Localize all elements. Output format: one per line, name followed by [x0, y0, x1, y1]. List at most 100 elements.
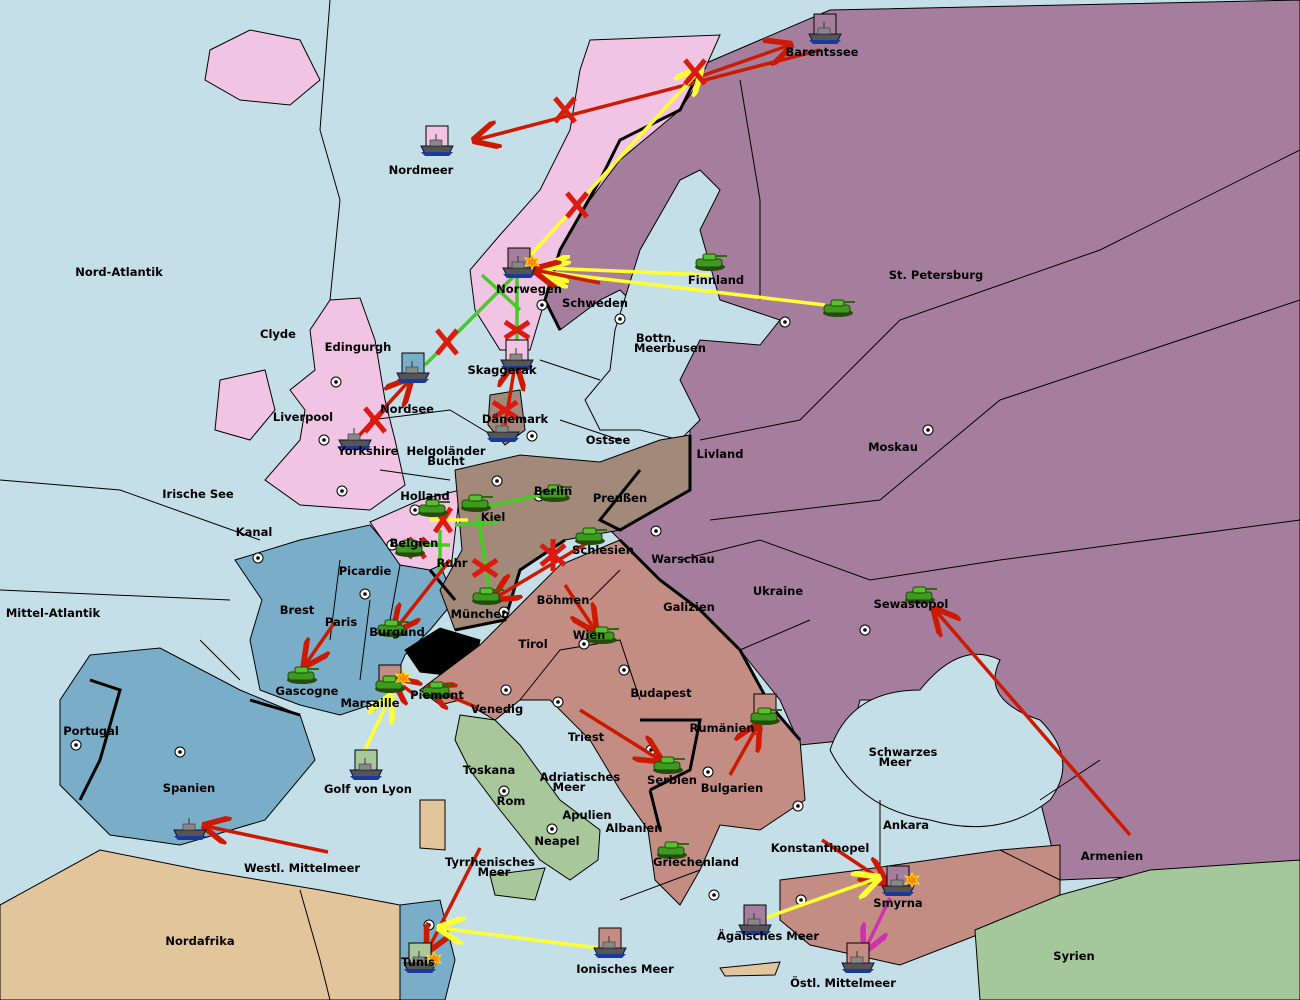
- label-barentssee: Barentssee: [786, 45, 859, 59]
- fleet-tunis: [403, 942, 442, 974]
- fleet-golf-von-lyon: [349, 749, 383, 781]
- sicily: [489, 867, 546, 901]
- label-piemont: Piemont: [410, 688, 464, 702]
- label-nordsee: Nordsee: [380, 402, 434, 416]
- label-ukraine: Ukraine: [753, 584, 804, 598]
- fleet-barentssee: [808, 13, 842, 45]
- label-boehmen: Böhmen: [537, 593, 590, 607]
- order-move: [579, 708, 660, 760]
- label-skaggerak: Skaggerak: [467, 363, 536, 377]
- fleet-norwegen: [502, 247, 540, 279]
- label-neapel: Neapel: [534, 834, 579, 848]
- failed-order-marks: [363, 58, 707, 579]
- label-kiel: Kiel: [481, 510, 506, 524]
- crete: [719, 961, 781, 977]
- label-berlin: Berlin: [534, 484, 572, 498]
- italy-territory[interactable]: [454, 714, 601, 881]
- label-warschau: Warschau: [651, 552, 715, 566]
- fleet-oestl-mittelmeer: [841, 942, 875, 974]
- units[interactable]: [173, 13, 938, 974]
- label-nordmeer: Nordmeer: [389, 163, 454, 177]
- label-syrien: Syrien: [1053, 949, 1094, 963]
- fleet-skaggerak: [500, 339, 534, 371]
- orders: [205, 45, 1132, 950]
- label-gascogne: Gascogne: [276, 684, 339, 698]
- britain-territory[interactable]: [264, 297, 406, 511]
- order-support: [363, 697, 390, 751]
- label-tyrrhenisches-meer: Meer: [478, 865, 511, 879]
- label-bucht: Bucht: [427, 454, 465, 468]
- order-move: [495, 538, 593, 598]
- gulf-of-bothnia: [584, 169, 781, 441]
- label-schwarzes-meer: Meer: [879, 755, 912, 769]
- label-tyrrhenisches: Tyrrhenisches: [445, 855, 535, 869]
- army-marsaille: [374, 664, 411, 694]
- label-livland: Livland: [697, 447, 744, 461]
- region-labels: Barentssee Nordmeer Nord-Atlantik Norweg…: [6, 45, 1143, 990]
- label-preussen: Preußen: [593, 491, 647, 505]
- iberia-territory[interactable]: [59, 647, 316, 846]
- label-ankara: Ankara: [883, 818, 929, 832]
- label-budapest: Budapest: [630, 686, 692, 700]
- label-mittel-atlantik: Mittel-Atlantik: [6, 606, 101, 620]
- ireland: [214, 369, 276, 441]
- order-support: [526, 70, 700, 260]
- black-sea: [829, 653, 1064, 828]
- label-venedig: Venedig: [471, 702, 523, 716]
- label-schwarzes: Schwarzes: [869, 745, 938, 759]
- label-konstantinopel: Konstantinopel: [771, 841, 870, 855]
- fleet-aegaeisches-meer: [738, 904, 772, 936]
- label-st-petersburg: St. Petersburg: [889, 268, 984, 282]
- label-westl-mittelmeer: Westl. Mittelmeer: [244, 861, 360, 875]
- order-support: [764, 878, 878, 920]
- order-support: [545, 268, 711, 275]
- label-rumaenien: Rumänien: [690, 721, 755, 735]
- north-africa-territory[interactable]: [0, 849, 401, 1000]
- order-move: [728, 725, 758, 776]
- order-move: [689, 45, 790, 82]
- order-move: [305, 620, 337, 665]
- label-irische-see: Irische See: [162, 487, 234, 501]
- label-finnland: Finnland: [688, 273, 744, 287]
- label-nordafrika: Nordafrika: [165, 934, 234, 948]
- order-retreat: [865, 897, 892, 950]
- label-yorkshire: Yorkshire: [337, 444, 399, 458]
- army-rumaenien: [749, 693, 783, 726]
- fleet-ionisches-meer: [593, 927, 627, 959]
- order-move: [205, 826, 329, 854]
- label-nord-atlantik: Nord-Atlantik: [75, 265, 163, 279]
- fleet-nordmeer: [420, 125, 454, 157]
- label-apulien: Apulien: [562, 808, 611, 822]
- label-moskau: Moskau: [868, 440, 918, 454]
- syria-territory[interactable]: [974, 859, 1300, 1000]
- label-albanien: Albanien: [606, 821, 663, 835]
- order-support: [440, 928, 599, 950]
- order-move: [563, 584, 595, 630]
- label-adriatisches-meer: Meer: [553, 780, 586, 794]
- label-paris: Paris: [325, 615, 357, 629]
- label-ruhr: Ruhr: [437, 556, 468, 570]
- label-picardie: Picardie: [339, 564, 392, 578]
- label-tirol: Tirol: [518, 637, 547, 651]
- label-clyde: Clyde: [260, 327, 296, 341]
- label-daenemark: Dänemark: [482, 412, 549, 426]
- order-support: [545, 272, 826, 307]
- label-sewastopol: Sewastopol: [874, 597, 949, 611]
- label-burgund: Burgund: [369, 625, 424, 639]
- order-move: [935, 610, 1132, 837]
- label-ostsee: Ostsee: [586, 433, 631, 447]
- label-griechenland: Griechenland: [653, 855, 739, 869]
- label-galizien: Galizien: [663, 600, 715, 614]
- label-bulgarien: Bulgarien: [701, 781, 764, 795]
- label-spanien: Spanien: [163, 781, 215, 795]
- order-move: [395, 558, 452, 630]
- label-schlesien: Schlesien: [572, 543, 634, 557]
- label-oestl-mittelmeer: Östl. Mittelmeer: [790, 975, 896, 990]
- label-serbien: Serbien: [647, 773, 697, 787]
- label-liverpool: Liverpool: [273, 410, 333, 424]
- label-brest: Brest: [280, 603, 315, 617]
- label-kanal: Kanal: [236, 525, 273, 539]
- order-convoy: [480, 273, 522, 312]
